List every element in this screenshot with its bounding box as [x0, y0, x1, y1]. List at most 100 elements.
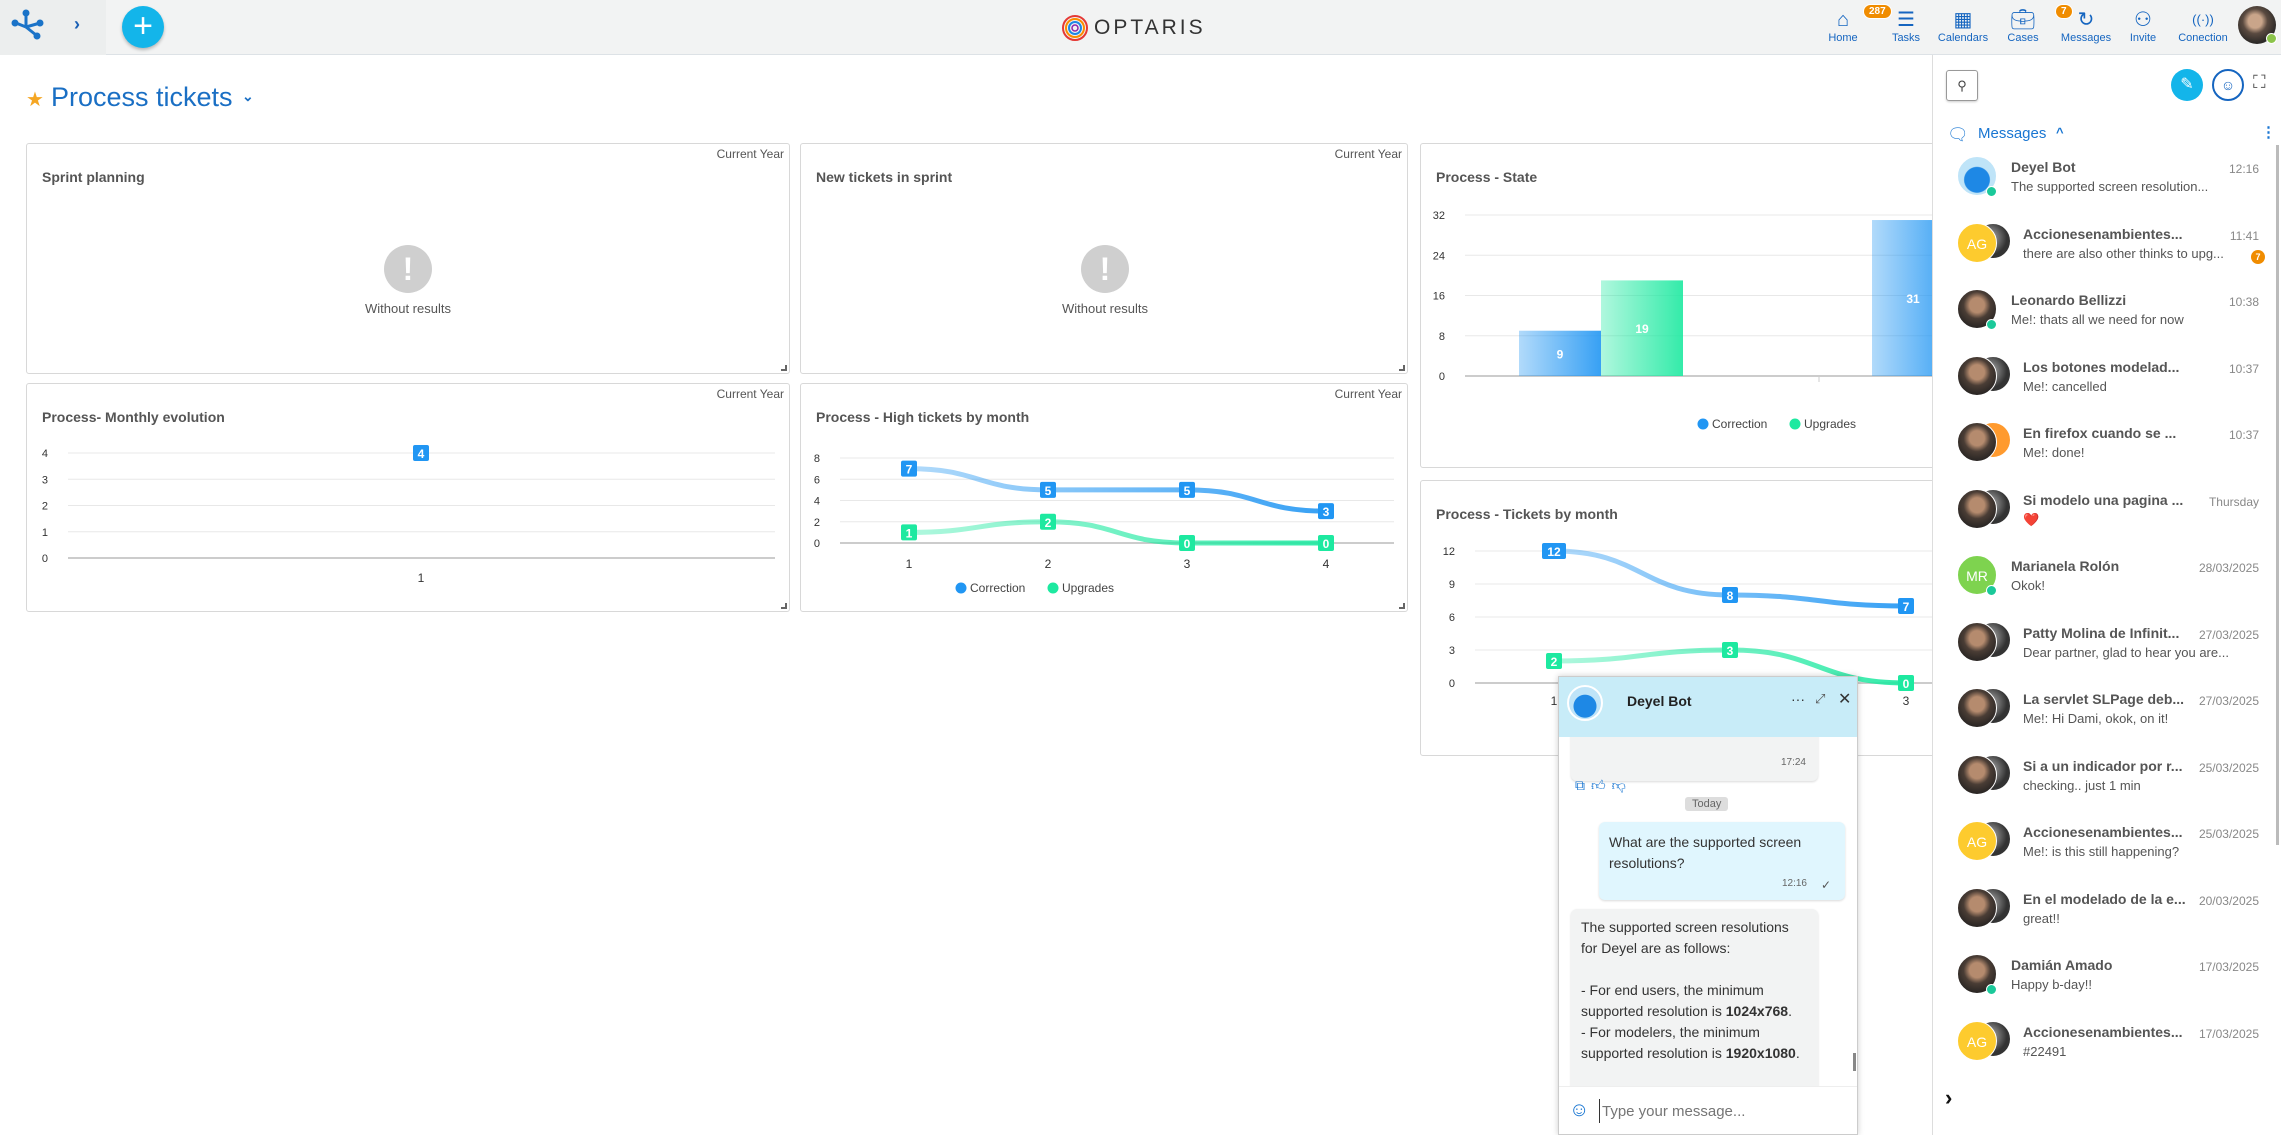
resolution-modelers: 1920x1080	[1725, 1045, 1796, 1061]
expand-icon[interactable]: ⤢	[1815, 691, 1826, 706]
chat-scrollbar[interactable]	[1853, 1053, 1856, 1071]
bot-button[interactable]: ☺	[2212, 69, 2244, 101]
page-title-dropdown-icon[interactable]: ⌄	[242, 88, 254, 104]
thumbs-down-icon[interactable]: 👎︎	[1611, 777, 1632, 793]
y-tick-label: 0	[814, 538, 820, 550]
create-new-button[interactable]: +	[122, 6, 164, 48]
card-title: Process - Tickets by month	[1436, 506, 1618, 522]
conversation-item[interactable]: Patty Molina de Infinit... Dear partner, …	[1933, 618, 2273, 678]
bar-value-label: 31	[1906, 292, 1920, 306]
data-label: 0	[1184, 537, 1191, 551]
conversation-item[interactable]: La servlet SLPage deb... Me!: Hi Dami, ok…	[1933, 684, 2273, 744]
data-label: 0	[1323, 537, 1330, 551]
new-message-button[interactable]: ✎	[2171, 69, 2203, 101]
period-label: Current Year	[716, 387, 784, 401]
nav-cases[interactable]: 💼︎ Cases	[2007, 8, 2038, 44]
conversation-item[interactable]: Los botones modelad... Me!: cancelled 10:3…	[1933, 352, 2273, 412]
search-button[interactable]: ⚲	[1946, 70, 1978, 101]
conversation-name: Accionesenambientes...	[2023, 1023, 2183, 1040]
messages-panel: ⚲ ✎ ☺ ⛶ 🗨 Messages ^ ⋮ Deyel Bot The supp…	[1932, 55, 2281, 1135]
y-tick-label: 3	[42, 474, 48, 486]
data-label: 2	[1045, 516, 1052, 530]
resize-handle[interactable]	[1399, 603, 1405, 609]
notification-badge: 7	[2055, 4, 2073, 19]
fullscreen-icon[interactable]: ⛶	[2253, 72, 2266, 92]
nav-home[interactable]: ⌂ Home	[1828, 8, 1857, 44]
messages-icon: ↻	[2077, 9, 2095, 31]
messages-section-title[interactable]: Messages	[1978, 125, 2047, 142]
optaris-logo-mark-icon	[1062, 15, 1088, 41]
y-tick-label: 32	[1433, 210, 1445, 222]
conversation-item[interactable]: MR Marianela Rolón Okok! 28/03/2025	[1933, 551, 2273, 611]
thumbs-up-icon[interactable]: 👍︎	[1591, 777, 1612, 793]
conversation-item[interactable]: Leonardo Bellizzi Me!: thats all we need …	[1933, 285, 2273, 345]
data-label: 8	[1727, 589, 1734, 603]
nav-calendars[interactable]: ▦ Calendars	[1938, 8, 1988, 44]
conversation-time: 10:37	[2228, 428, 2259, 442]
page-title: Process tickets	[51, 82, 233, 112]
conversation-item[interactable]: En el modelado de la e... great!! 20/03/20…	[1933, 884, 2273, 944]
data-label: 0	[1903, 677, 1910, 691]
conversation-preview: Me!: cancelled	[2023, 378, 2107, 394]
nav-label: Tasks	[1891, 32, 1921, 44]
bot-response-line-1: - For end users, the minimum supported r…	[1581, 982, 1792, 1019]
more-icon[interactable]: ···	[1791, 691, 1805, 707]
y-tick-label: 6	[814, 474, 820, 486]
more-options-icon[interactable]: ⋮	[2261, 124, 2276, 141]
conversation-preview: ❤️	[2023, 511, 2040, 527]
message-input[interactable]	[1599, 1099, 1839, 1123]
nav-messages[interactable]: ↻ Messages	[2061, 8, 2111, 44]
legend-marker	[1789, 418, 1801, 430]
resize-handle[interactable]	[781, 365, 787, 371]
avatar: AG	[1957, 222, 1997, 263]
scrollbar[interactable]	[2276, 145, 2279, 845]
copy-icon[interactable]: ⧉	[1575, 777, 1591, 793]
x-tick-label: 3	[1903, 694, 1910, 708]
conversation-item[interactable]: Si modelo una pagina ... ❤️ Thursday	[1933, 485, 2273, 545]
conversation-item[interactable]: AG Accionesenambientes... #22491 17/03/2025	[1933, 1017, 2273, 1077]
y-tick-label: 6	[1449, 612, 1455, 624]
data-label: 1	[906, 526, 913, 540]
y-tick-label: 0	[1439, 371, 1445, 383]
bar-value-label: 19	[1635, 322, 1649, 336]
monthly-evolution-chart: 0 1 2 3 4 1 4	[42, 445, 775, 585]
y-tick-label: 16	[1433, 291, 1445, 303]
conversation-item[interactable]: AG Accionesenambientes... there are also o…	[1933, 219, 2273, 279]
conversation-name: Leonardo Bellizzi	[2011, 292, 2127, 308]
nav-conection[interactable]: ((·)) Conection	[2178, 8, 2228, 44]
conversation-item[interactable]: Damián Amado Happy b-day!! 17/03/2025	[1933, 950, 2273, 1010]
data-label: 7	[906, 463, 913, 477]
card-monthly-evolution: Current Year Process- Monthly evolution …	[26, 383, 790, 612]
conversation-time: 25/03/2025	[2198, 827, 2259, 841]
y-tick-label: 12	[1443, 546, 1455, 558]
card-title: Process- Monthly evolution	[42, 409, 225, 425]
favorite-star-icon[interactable]: ★	[26, 89, 44, 111]
collapse-chevron-icon[interactable]: ^	[2056, 125, 2064, 140]
empty-message: Without results	[365, 301, 451, 316]
resize-handle[interactable]	[1399, 365, 1405, 371]
conversation-item[interactable]: Deyel Bot The supported screen resolution…	[1933, 152, 2273, 212]
conversation-preview: Me!: is this still happening?	[2023, 844, 2180, 859]
resize-handle[interactable]	[781, 603, 787, 609]
data-label: 3	[1727, 644, 1734, 658]
conversation-item[interactable]: En firefox cuando se ... Me!: done! 10:37	[1933, 418, 2273, 478]
deyel-logo-icon[interactable]	[10, 9, 46, 41]
expand-panel-chevron-icon[interactable]: ›	[1945, 1085, 1953, 1110]
day-separator: Today	[1685, 797, 1729, 811]
nav-tasks[interactable]: ☰ Tasks	[1892, 8, 1920, 44]
conversation-time: 27/03/2025	[2198, 627, 2259, 642]
emoji-icon[interactable]: ☺	[1569, 1099, 1590, 1121]
conversation-name: Patty Molina de Infinit...	[2023, 624, 2180, 641]
nav-invite[interactable]: ⚇ Invite	[2130, 8, 2156, 44]
data-label-bg	[1040, 481, 1056, 498]
expand-menu-chevron-icon[interactable]: ›	[74, 14, 80, 34]
invite-user-icon: ⚇	[2134, 9, 2152, 31]
conversation-preview: Okok!	[2011, 578, 2045, 593]
conversation-name: En firefox cuando se ...	[2023, 425, 2177, 441]
conversation-time: 12:16	[2228, 162, 2259, 176]
nav-label: Messages	[2060, 32, 2112, 44]
conversation-item[interactable]: Si a un indicador por r... checking.. jus…	[1933, 751, 2273, 811]
conversation-item[interactable]: AG Accionesenambientes... Me!: is this sti…	[1933, 817, 2273, 877]
nav-label: Calendars	[1937, 32, 1989, 44]
close-icon[interactable]: ✕	[1838, 691, 1852, 708]
